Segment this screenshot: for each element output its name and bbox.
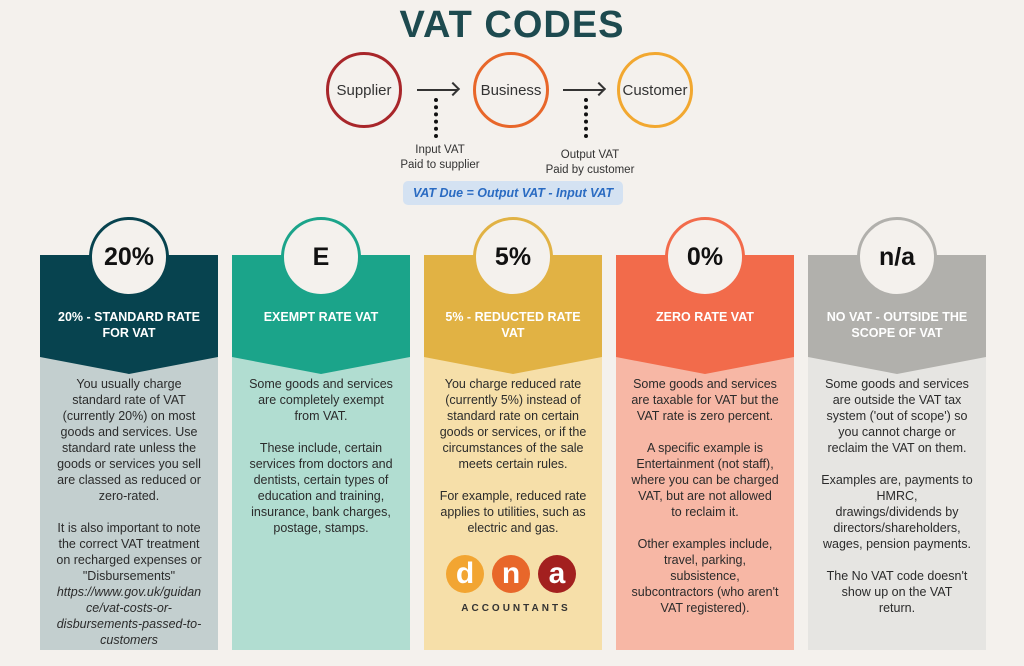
page-title: VAT CODES [399, 4, 625, 46]
card-paragraph: Some goods and services are outside the … [825, 377, 969, 455]
vat-card-standard-rate: 20% 20% - STANDARD RATE FOR VAT You usua… [40, 217, 218, 650]
logo-letter-a: a [538, 555, 576, 593]
rate-badge: E [281, 217, 361, 297]
guidance-link[interactable]: https://www.gov.uk/guidan ce/vat-costs-o… [56, 585, 202, 647]
logo-letter-d: d [446, 555, 484, 593]
vat-formula: VAT Due = Output VAT - Input VAT [403, 181, 623, 205]
card-paragraph: Some goods and services are taxable for … [631, 377, 779, 423]
dotted-line-icon [434, 98, 438, 138]
card-title: 20% - STANDARD RATE FOR VAT [58, 310, 200, 340]
card-paragraph: For example, reduced rate applies to uti… [439, 489, 587, 535]
customer-node: Customer [617, 52, 693, 128]
input-vat-label: Input VAT Paid to supplier [400, 144, 480, 171]
vat-card-no-vat: n/a NO VAT - OUTSIDE THE SCOPE OF VAT So… [808, 217, 986, 650]
card-paragraph: You charge reduced rate (currently 5%) i… [439, 377, 587, 471]
rate-badge: 0% [665, 217, 745, 297]
rate-badge: 20% [89, 217, 169, 297]
card-text: Some goods and services are outside the … [812, 376, 982, 632]
card-paragraph: Examples are, payments to HMRC, drawings… [821, 473, 973, 551]
card-paragraph: The No VAT code doesn't show up on the V… [826, 569, 968, 615]
card-title: EXEMPT RATE VAT [263, 310, 379, 324]
vat-card-zero-rate: 0% ZERO RATE VAT Some goods and services… [616, 217, 794, 650]
logo-letter-n: n [492, 555, 530, 593]
card-title: 5% - REDUCTED RATE VAT [445, 310, 581, 340]
rate-badge: 5% [473, 217, 553, 297]
vat-card-exempt-rate: E EXEMPT RATE VAT Some goods and service… [232, 217, 410, 650]
dotted-line-icon [584, 98, 588, 138]
output-vat-label: Output VAT Paid by customer [545, 149, 635, 176]
card-paragraph: You usually charge standard rate of VAT … [57, 377, 201, 503]
arrow-right-icon [417, 89, 457, 91]
card-title: NO VAT - OUTSIDE THE SCOPE OF VAT [826, 310, 968, 340]
business-node: Business [473, 52, 549, 128]
card-paragraph: Other examples include, travel, parking,… [631, 537, 779, 615]
card-text: You usually charge standard rate of VAT … [44, 376, 214, 648]
logo-wordmark: ACCOUNTANTS [461, 603, 571, 614]
supplier-node: Supplier [326, 52, 402, 128]
card-paragraph: These include, certain services from doc… [249, 441, 393, 535]
card-text: Some goods and services are taxable for … [620, 376, 790, 632]
card-text: Some goods and services are completely e… [236, 376, 406, 552]
arrow-right-icon [563, 89, 603, 91]
card-paragraph: It is also important to note the correct… [56, 521, 202, 583]
card-title: ZERO RATE VAT [656, 310, 754, 324]
card-paragraph: Some goods and services are completely e… [249, 377, 393, 423]
card-paragraph: A specific example is Entertainment (not… [631, 441, 779, 519]
card-text: You charge reduced rate (currently 5%) i… [428, 376, 598, 552]
rate-badge: n/a [857, 217, 937, 297]
